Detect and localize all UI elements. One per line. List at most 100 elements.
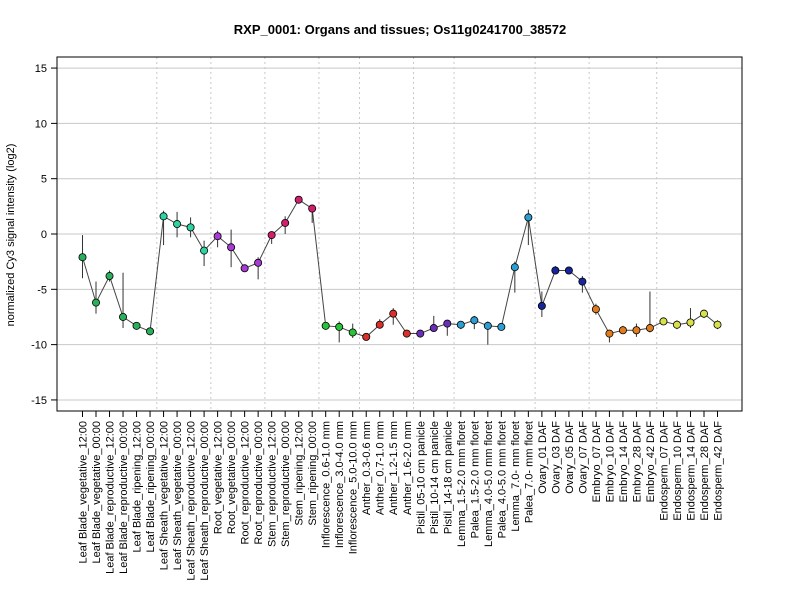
data-point (416, 329, 425, 338)
x-tick-label: Palea_1.5-2.0 mm floret (469, 421, 481, 538)
data-point (456, 320, 465, 329)
y-tick-label: -15 (31, 395, 47, 407)
x-tick-label: Root_vegetative_00:00 (226, 421, 238, 534)
data-point (362, 332, 371, 341)
y-tick-label: -10 (31, 340, 47, 352)
x-tick-label: Leaf Blade_reproductive_12:00 (105, 421, 117, 574)
data-point (443, 319, 452, 328)
x-tick-label: Leaf Blade_reproductive_00:00 (118, 421, 130, 574)
data-point (699, 309, 708, 318)
data-point (686, 318, 695, 327)
data-point (645, 324, 654, 333)
x-tick-label: Embryo_42 DAF (645, 421, 657, 503)
data-point (294, 195, 303, 204)
data-point (281, 218, 290, 227)
x-tick-label: Leaf Blade_vegetative_00:00 (91, 421, 103, 564)
data-point (92, 298, 101, 307)
x-tick-label: Stem_ripening_12:00 (294, 421, 306, 526)
gridlines (57, 67, 742, 401)
x-tick-label: Embryo_14 DAF (618, 421, 630, 503)
x-tick-label: Ovary_01 DAF (537, 421, 549, 494)
x-tick-label: Inflorescence_3.0-4.0 mm (334, 421, 346, 548)
x-tick-label: Anther_1.6-2.0 mm (402, 421, 414, 515)
data-point (564, 266, 573, 275)
y-axis: -15 -10 -5 0 5 10 15 (31, 63, 57, 407)
x-axis: Leaf Blade_vegetative_12:00 Leaf Blade_ve… (78, 411, 725, 581)
x-tick-label: Inflorescence_5.0-10.0 mm (348, 421, 360, 554)
data-point (335, 322, 344, 331)
chart-title: RXP_0001: Organs and tissues; Os11g02417… (234, 22, 566, 37)
data-point (672, 320, 681, 329)
x-tick-label: Endosperm_07 DAF (658, 421, 670, 521)
x-tick-label: Leaf Sheath_reproductive_12:00 (186, 421, 198, 581)
data-point (348, 328, 357, 337)
x-tick-label: Root_reproductive_12:00 (240, 421, 252, 545)
data-point (146, 327, 155, 336)
data-point (119, 312, 128, 321)
data-point (78, 253, 87, 262)
x-tick-label: Leaf Blade_vegetative_12:00 (78, 421, 90, 564)
x-tick-label: Leaf Sheath_vegetative_00:00 (172, 421, 184, 570)
y-tick-label: 15 (35, 63, 47, 75)
x-tick-label: Leaf Sheath_vegetative_12:00 (159, 421, 171, 570)
y-tick-label: -5 (37, 284, 47, 296)
data-point (605, 329, 614, 338)
data-point (254, 258, 263, 267)
x-tick-label: Endosperm_42 DAF (713, 421, 725, 521)
x-tick-label: Ovary_07 DAF (577, 421, 589, 494)
data-point (470, 316, 479, 325)
x-tick-label: Anther_1.2-1.5 mm (388, 421, 400, 515)
x-tick-label: Endosperm_10 DAF (672, 421, 684, 521)
x-tick-label: Anther_0.3-0.6 mm (361, 421, 373, 515)
data-point (402, 329, 411, 338)
x-tick-label: Endosperm_14 DAF (685, 421, 697, 521)
data-point (321, 321, 330, 330)
x-tick-label: Palea_4.0-5.0 mm floret (496, 421, 508, 538)
data-point (524, 213, 533, 222)
data-point (159, 212, 168, 221)
x-tick-label: Pistil_10-14 cm panicle (429, 421, 441, 534)
data-point (132, 321, 141, 330)
x-tick-label: Embryo_10 DAF (604, 421, 616, 503)
data-point (551, 266, 560, 275)
data-point (618, 326, 627, 335)
data-point (213, 232, 222, 241)
x-tick-label: Leaf Blade_ripening_12:00 (132, 421, 144, 553)
x-tick-label: Root_reproductive_00:00 (253, 421, 265, 545)
x-tick-label: Ovary_05 DAF (564, 421, 576, 494)
y-tick-label: 0 (41, 229, 47, 241)
x-tick-label: Leaf Sheath_reproductive_00:00 (199, 421, 211, 581)
x-tick-label: Stem_reproductive_12:00 (267, 421, 279, 547)
x-tick-label: Lemma_1.5-2.0 mm floret (456, 421, 468, 547)
data-point (497, 322, 506, 331)
x-tick-label: Root_vegetative_12:00 (213, 421, 225, 534)
data-point (308, 204, 317, 213)
data-point (632, 326, 641, 335)
x-tick-label: Pistil_05-10 cm panicle (415, 421, 427, 534)
data-point (105, 272, 114, 281)
x-tick-label: Anther_0.7-1.0 mm (375, 421, 387, 515)
x-tick-label: Endosperm_28 DAF (699, 421, 711, 521)
data-points (78, 195, 722, 341)
data-point (173, 220, 182, 229)
x-tick-label: Embryo_07 DAF (591, 421, 603, 503)
x-tick-label: Embryo_28 DAF (631, 421, 643, 503)
data-point (591, 305, 600, 314)
x-tick-label: Lemma_4.0-5.0 mm floret (483, 421, 495, 547)
data-point (510, 263, 519, 272)
data-point (483, 321, 492, 330)
data-point (267, 231, 276, 240)
data-point (186, 223, 195, 232)
y-axis-label: normalized Cy3 signal intensity (log2) (5, 144, 17, 327)
data-point (200, 246, 209, 255)
x-tick-label: Leaf Blade_ripening_00:00 (145, 421, 157, 553)
x-tick-label: Lemma_7.0- mm floret (510, 421, 522, 532)
data-point (659, 317, 668, 326)
data-point (240, 264, 249, 273)
x-tick-label: Pistil_14-18 cm panicle (442, 421, 454, 534)
x-tick-label: Palea_7.0- mm floret (523, 421, 535, 523)
group-dividers (156, 57, 658, 411)
data-point (537, 301, 546, 310)
data-point (375, 320, 384, 329)
